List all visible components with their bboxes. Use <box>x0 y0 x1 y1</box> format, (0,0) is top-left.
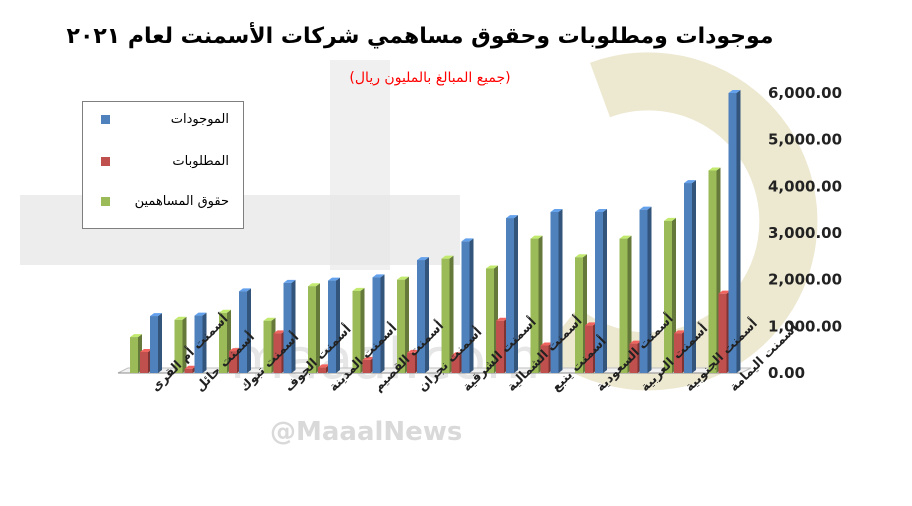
legend-label-liabilities: المطلوبات <box>172 154 229 169</box>
y-tick-label: 4,000.00 <box>768 177 842 195</box>
y-tick-label: 1,000.00 <box>768 317 842 335</box>
bar-2-7 <box>441 255 454 373</box>
y-tick-label: 5,000.00 <box>768 131 842 149</box>
bar-0-3 <box>283 279 296 373</box>
legend-label-equity: حقوق المساهمين <box>134 194 229 209</box>
watermark-handle: @MaaalNews <box>270 417 462 447</box>
bar-0-5 <box>372 274 385 373</box>
bar-2-9 <box>530 235 543 373</box>
bar-0-11 <box>639 206 652 373</box>
y-tick-label: 3,000.00 <box>768 224 842 242</box>
legend-item-equity: حقوق المساهمين <box>83 192 243 212</box>
bar-0-1 <box>194 312 207 373</box>
bar-2-4 <box>308 283 320 373</box>
bar-0-10 <box>595 209 607 373</box>
bar-0-8 <box>506 215 518 373</box>
chart-bars <box>130 90 741 373</box>
bar-2-6 <box>397 276 409 373</box>
bar-0-6 <box>417 257 429 373</box>
y-tick-label: 2,000.00 <box>768 271 842 289</box>
bar-0-9 <box>550 209 563 373</box>
y-tick-label: 6,000.00 <box>768 84 842 102</box>
bar-2-1 <box>174 316 187 373</box>
legend-label-assets: الموجودات <box>170 112 229 127</box>
legend-swatch-assets <box>101 115 110 124</box>
chart-subtitle: (جميع المبالغ بالمليون ريال) <box>349 70 511 86</box>
y-tick-label: 0.00 <box>768 364 805 382</box>
bar-0-4 <box>328 277 340 373</box>
bar-0-2 <box>239 288 251 373</box>
legend-item-liabilities: المطلوبات <box>83 152 243 172</box>
bar-0-0 <box>150 313 162 373</box>
legend-swatch-equity <box>101 197 110 206</box>
bar-0-12 <box>684 180 696 373</box>
bar-0-13 <box>728 90 741 373</box>
legend-swatch-liabilities <box>101 157 110 166</box>
bar-2-11 <box>619 235 632 373</box>
bar-0-7 <box>461 238 474 373</box>
watermark-logo-stem <box>330 60 390 270</box>
legend: الموجودات المطلوبات حقوق المساهمين <box>82 101 244 229</box>
chart-title: موجودات ومطلوبات وحقوق مساهمي شركات الأس… <box>66 24 774 49</box>
legend-item-assets: الموجودات <box>83 110 243 130</box>
bar-2-5 <box>352 287 365 373</box>
y-tick-labels: 6,000.00 5,000.00 4,000.00 3,000.00 2,000.00… <box>768 84 842 382</box>
